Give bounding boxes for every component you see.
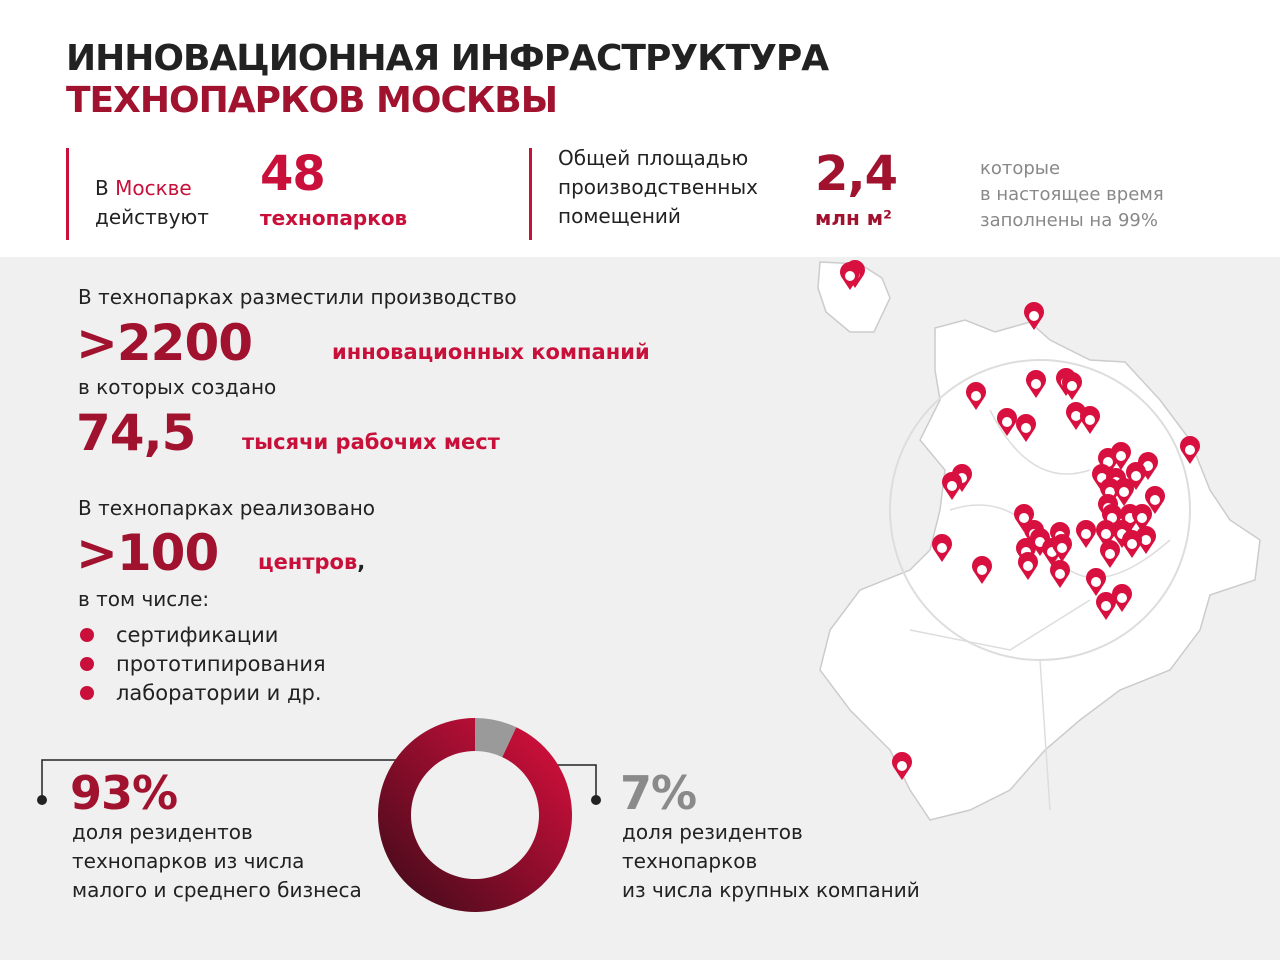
map-pin-hole (1029, 311, 1039, 321)
text: Общей площадью (558, 146, 749, 170)
list-item: лаборатории и др. (80, 678, 326, 707)
map-pin-hole (1019, 513, 1029, 523)
map-pin-hole (1081, 529, 1091, 539)
map-pin-hole (1101, 529, 1111, 539)
companies-intro: В технопарках разместили производство (78, 285, 517, 309)
map-pin-hole (1091, 577, 1101, 587)
map-pin-hole (1071, 411, 1081, 421)
map-pin-hole (947, 481, 957, 491)
including: в том числе: (78, 587, 210, 611)
text: технопарков из числа (72, 849, 305, 873)
map-pin-hole (1141, 535, 1151, 545)
map-pin-hole (1116, 451, 1126, 461)
map-pin-hole (1055, 569, 1065, 579)
text: малого и среднего бизнеса (72, 878, 362, 902)
moscow-map (817, 260, 1261, 821)
text: производственных (558, 175, 759, 199)
text: центров (258, 550, 358, 574)
map-pin-hole (1131, 471, 1141, 481)
area-note: которые в настоящее время заполнены на 99% (980, 156, 1164, 234)
map-pin-hole (897, 761, 907, 771)
map-pin-hole (977, 565, 987, 575)
map-pin-hole (1085, 415, 1095, 425)
map-pin-hole (1105, 549, 1115, 559)
value-label: 93% (70, 766, 178, 820)
value-label: 7% (620, 766, 697, 820)
text: помещений (558, 204, 681, 228)
map-pin-hole (1127, 539, 1137, 549)
map-pin-hole (845, 271, 855, 281)
map-pin-hole (1103, 457, 1113, 467)
text: лаборатории и др. (116, 680, 322, 705)
area-number: 2,4 (815, 146, 898, 202)
map-pin-hole (971, 391, 981, 401)
text: , (357, 550, 366, 574)
map-pin-hole (1119, 487, 1129, 497)
centers-unit: центров, (258, 550, 365, 574)
area-unit: млн м² (815, 206, 892, 230)
donut-segment (475, 718, 517, 758)
pins (840, 260, 1200, 780)
centers-number: >100 (76, 524, 219, 582)
companies-unit: инновационных компаний (332, 340, 650, 364)
parks-label: В Москве действуют (95, 174, 209, 232)
created-text: в которых создано (78, 375, 277, 399)
centers-intro: В технопарках реализовано (78, 496, 376, 520)
text: в настоящее время (980, 184, 1164, 205)
donut-chart (37, 718, 601, 912)
text: из числа крупных компаний (622, 878, 920, 902)
map-pin-hole (1021, 423, 1031, 433)
parks-unit: технопарков (260, 206, 408, 230)
title-line1: ИННОВАЦИОННАЯ ИНФРАСТРУКТУРА (66, 38, 829, 79)
map-pin-hole (1150, 495, 1160, 505)
text: В (95, 176, 116, 200)
list-item: сертификации (80, 620, 326, 649)
divider (529, 148, 532, 240)
companies-number: >2200 (76, 314, 253, 372)
text: доля резидентов (622, 820, 803, 844)
donut-segment (377, 718, 572, 912)
map-pin-hole (1002, 417, 1012, 427)
title-line2: ТЕХНОПАРКОВ МОСКВЫ (66, 80, 558, 121)
center-list: сертификации прототипирования лаборатори… (80, 620, 326, 707)
text: сертификации (116, 622, 279, 647)
list-item: прототипирования (80, 649, 326, 678)
parks-number: 48 (260, 146, 326, 202)
series-label: доля резидентов технопарков из числа крупн… (622, 818, 920, 905)
map-pin-hole (1067, 381, 1077, 391)
text: заполнены на 99% (980, 210, 1158, 231)
area-label: Общей площадью производственных помещений (558, 144, 758, 231)
series-label: доля резидентов технопарков из числа малог… (72, 818, 362, 905)
map-pin-hole (1107, 513, 1117, 523)
map-pin-hole (1031, 379, 1041, 389)
jobs-unit: тысячи рабочих мест (242, 430, 500, 454)
map-pin-hole (1137, 513, 1147, 523)
divider (66, 148, 69, 240)
map-pin-hole (1143, 461, 1153, 471)
map-pin-hole (937, 543, 947, 553)
text: прототипирования (116, 651, 326, 676)
map-pin-hole (1117, 593, 1127, 603)
map-pin-hole (1101, 601, 1111, 611)
text: технопарков (622, 849, 758, 873)
map-pin-hole (1057, 543, 1067, 553)
highlight: Москве (115, 176, 192, 200)
jobs-number: 74,5 (76, 404, 196, 462)
map-pin-hole (1023, 561, 1033, 571)
map-pin-hole (1035, 537, 1045, 547)
map-pin-hole (1185, 445, 1195, 455)
text: действуют (95, 205, 209, 229)
text: которые (980, 158, 1061, 179)
text: доля резидентов (72, 820, 253, 844)
